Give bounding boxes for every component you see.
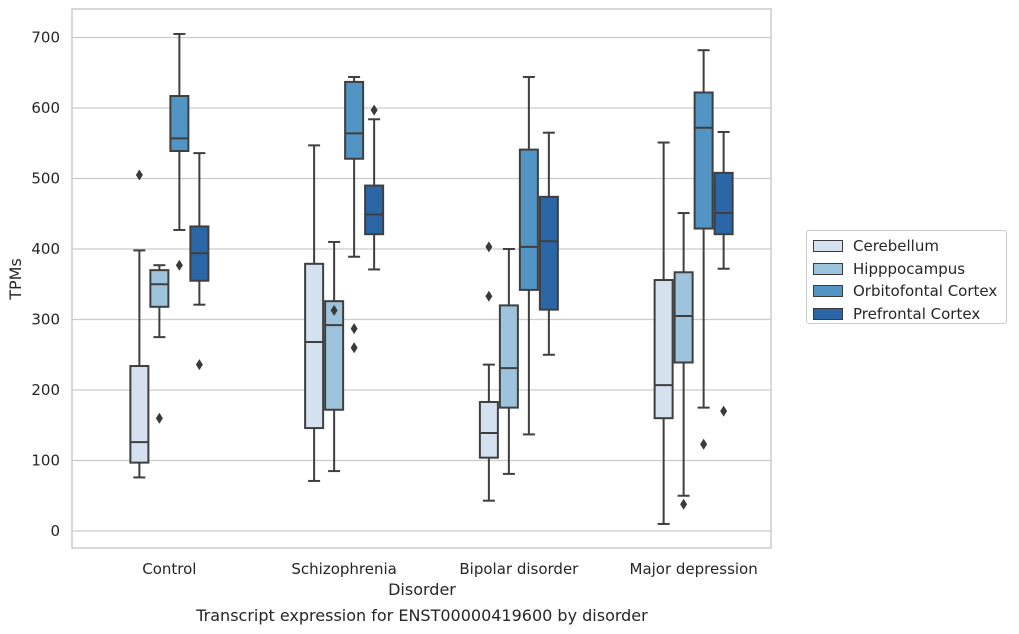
outlier-point <box>350 342 358 354</box>
box <box>713 130 734 417</box>
x-tick-label: Bipolar disorder <box>459 560 579 578</box>
box-body <box>518 148 539 291</box>
box-body <box>304 262 325 430</box>
box <box>653 141 674 525</box>
x-tick-labels: Control Schizophrenia Bipolar disorder Majo… <box>142 560 757 578</box>
x-axis-title: Disorder <box>388 580 456 599</box>
outlier-point <box>175 259 183 271</box>
box-series <box>129 32 734 525</box>
series-orbitofontal-cortex <box>169 32 714 450</box>
box <box>538 131 559 356</box>
box <box>189 152 210 371</box>
legend-swatch <box>813 307 843 320</box>
box <box>304 144 325 482</box>
box-body <box>364 184 385 236</box>
y-tick-label: 600 <box>31 99 60 117</box>
box <box>169 32 190 271</box>
legend: Cerebellum Hipppocampus Orbitofontal Corte… <box>806 230 1007 324</box>
x-tick-label: Schizophrenia <box>291 560 396 578</box>
box-body <box>129 365 150 464</box>
y-tick-label: 200 <box>31 381 60 399</box>
box <box>324 240 345 473</box>
box <box>693 49 714 450</box>
y-tick-label: 500 <box>31 170 60 188</box>
outlier-point <box>680 498 688 510</box>
legend-item: Orbitofontal Cortex <box>813 280 1006 303</box>
y-tick-label: 300 <box>31 311 60 329</box>
box-body <box>713 171 734 236</box>
box <box>364 104 385 271</box>
y-tick-labels: 0 100 200 300 400 500 600 700 <box>31 29 60 541</box>
outlier-point <box>485 290 493 302</box>
legend-item: Cerebellum <box>813 235 1006 258</box>
box-body <box>324 300 345 411</box>
series-prefrontal-cortex <box>189 104 734 417</box>
outlier-point <box>195 359 203 371</box>
x-tick-label: Major depression <box>630 560 758 578</box>
box-body <box>149 269 170 308</box>
outlier-point <box>485 241 493 253</box>
box <box>498 248 519 475</box>
legend-swatch <box>813 262 843 275</box>
box-body <box>344 80 365 160</box>
outlier-point <box>700 438 708 450</box>
outlier-point <box>330 304 338 316</box>
y-tick-label: 700 <box>31 29 60 47</box>
legend-item: Hipppocampus <box>813 258 1006 281</box>
legend-label: Prefrontal Cortex <box>853 304 981 323</box>
legend-swatch <box>813 285 843 298</box>
outlier-point <box>135 169 143 181</box>
outlier-point <box>720 405 728 417</box>
box-body <box>169 95 190 153</box>
box <box>673 212 694 510</box>
outlier-point <box>350 323 358 335</box>
y-tick-label: 400 <box>31 240 60 258</box>
series-hipppocampus <box>149 212 694 510</box>
box-body <box>653 279 674 420</box>
box-body <box>673 271 694 364</box>
legend-label: Cerebellum <box>853 237 939 256</box>
box <box>518 75 539 436</box>
box <box>129 169 150 479</box>
box-body <box>693 91 714 230</box>
y-axis-title: TPMs <box>6 258 25 301</box>
plot-frame <box>71 8 772 549</box>
chart-caption: Transcript expression for ENST0000041960… <box>196 606 648 625</box>
legend-swatch <box>813 240 843 253</box>
box-body <box>478 400 499 459</box>
y-tick-label: 0 <box>50 522 60 540</box>
legend-label: Orbitofontal Cortex <box>853 282 998 301</box>
legend-item: Prefrontal Cortex <box>813 303 1006 326</box>
box <box>344 75 365 354</box>
box-body <box>538 195 559 311</box>
box <box>149 264 170 424</box>
legend-label: Hipppocampus <box>853 259 966 278</box>
x-tick-label: Control <box>142 560 196 578</box>
y-tick-label: 100 <box>31 452 60 470</box>
box-body <box>498 304 519 409</box>
outlier-point <box>155 412 163 424</box>
outlier-point <box>370 104 378 116</box>
box <box>478 241 499 502</box>
series-cerebellum <box>129 141 674 525</box>
